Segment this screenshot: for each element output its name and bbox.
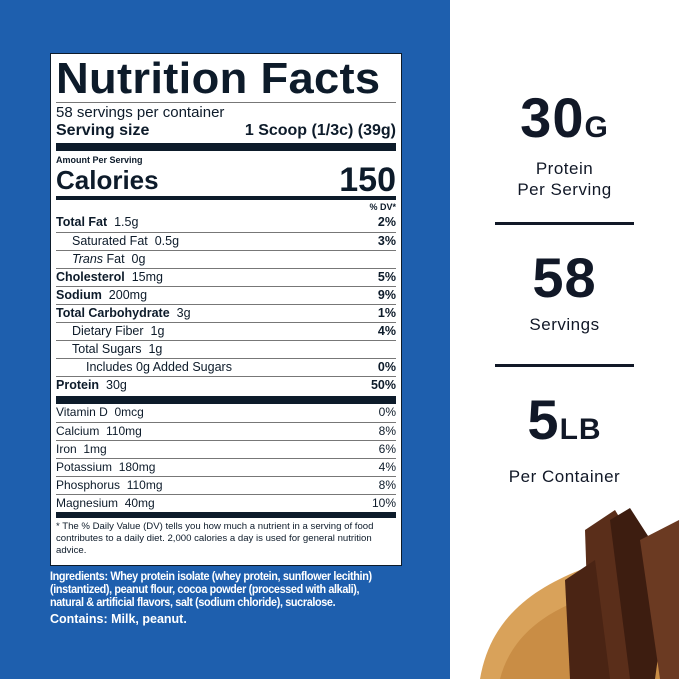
- nutrient-row: Saturated Fat 0.5g 3%: [56, 232, 396, 250]
- nutrient-row: Total Carbohydrate 3g 1%: [56, 304, 396, 322]
- footnote: * The % Daily Value (DV) tells you how m…: [56, 521, 374, 556]
- nutrient-dv: 1%: [377, 306, 396, 320]
- vitamin-row: Phosphorus 110mg 8%: [56, 476, 396, 494]
- stat-unit: LB: [559, 413, 602, 446]
- vitamin-name: Potassium 180mg: [56, 460, 156, 474]
- vitamin-dv: 6%: [378, 442, 396, 456]
- nutrient-name: Protein 30g: [56, 378, 127, 392]
- nutrient-name: Cholesterol 15mg: [56, 270, 163, 284]
- stat-label: Servings: [529, 315, 600, 334]
- nutrient-name: Sodium 200mg: [56, 288, 148, 302]
- stat-label: Per Serving: [517, 180, 612, 199]
- nutrient-name: Saturated Fat 0.5g: [72, 234, 180, 248]
- nutrient-dv: 4%: [377, 324, 396, 338]
- vitamin-row: Iron 1mg 6%: [56, 440, 396, 458]
- vitamin-name: Phosphorus 110mg: [56, 478, 163, 492]
- vitamin-dv: 8%: [378, 478, 396, 492]
- serving-size-label: Serving size: [56, 122, 150, 139]
- vitamin-row: Potassium 180mg 4%: [56, 458, 396, 476]
- vitamin-name: Calcium 110mg: [56, 424, 142, 438]
- nutrient-row: Cholesterol 15mg 5%: [56, 268, 396, 286]
- nutrient-name: Includes 0g Added Sugars: [86, 360, 232, 374]
- nutrient-dv: 3%: [377, 234, 396, 248]
- serving-size-value: 1 Scoop (1/3c) (39g): [244, 122, 396, 139]
- servings-per-container: 58 servings per container: [56, 104, 225, 121]
- nutrient-list: Total Fat 1.5g 2% Saturated Fat 0.5g 3% Tran…: [56, 214, 396, 394]
- divider: [495, 222, 634, 225]
- stat-container: 5LB Per Container: [450, 390, 679, 487]
- nutrient-row: Trans Fat 0g: [56, 250, 396, 268]
- nutrient-dv: 50%: [370, 378, 396, 392]
- vitamin-dv: 10%: [371, 496, 396, 510]
- nutrient-name: Total Carbohydrate 3g: [56, 306, 191, 320]
- calories-value: 150: [339, 161, 396, 199]
- stat-protein: 30G Protein Per Serving: [450, 88, 679, 200]
- nutrient-row: Total Fat 1.5g 2%: [56, 214, 396, 232]
- nutrient-row: Includes 0g Added Sugars 0%: [56, 358, 396, 376]
- vitamin-list: Vitamin D 0mcg 0% Calcium 110mg 8% Iron 1mg 6…: [56, 404, 396, 512]
- nutrient-name: Total Fat 1.5g: [56, 215, 139, 229]
- vitamin-name: Magnesium 40mg: [56, 496, 155, 510]
- vitamin-row: Vitamin D 0mcg 0%: [56, 404, 396, 422]
- divider: [56, 512, 396, 518]
- nutrient-row: Protein 30g 50%: [56, 376, 396, 394]
- ingredients: Ingredients: Whey protein isolate (whey …: [50, 569, 372, 609]
- nutrient-row: Total Sugars 1g: [56, 340, 396, 358]
- vitamin-dv: 0%: [378, 405, 396, 419]
- stat-servings: 58 Servings: [450, 248, 679, 335]
- vitamin-name: Vitamin D 0mcg: [56, 405, 144, 419]
- divider: [56, 396, 396, 404]
- calories-row: Calories 150: [56, 161, 396, 199]
- stat-label: Protein: [535, 159, 594, 178]
- amount-per-serving: Amount Per Serving: [56, 155, 143, 165]
- nutrition-facts-label: Nutrition Facts 58 servings per containe…: [50, 53, 402, 566]
- divider: [495, 364, 634, 367]
- vitamin-dv: 4%: [378, 460, 396, 474]
- nutrient-dv: 9%: [377, 288, 396, 302]
- nutrient-dv: 2%: [377, 215, 396, 229]
- divider: [56, 143, 396, 151]
- nutrient-row: Sodium 200mg 9%: [56, 286, 396, 304]
- nutrient-name: Trans Fat 0g: [72, 252, 146, 266]
- stat-value: 5: [527, 388, 560, 451]
- vitamin-dv: 8%: [378, 424, 396, 438]
- stat-value: 30: [520, 86, 585, 149]
- vitamin-row: Calcium 110mg 8%: [56, 422, 396, 440]
- allergens: Contains: Milk, peanut.: [50, 612, 187, 626]
- nutrient-name: Dietary Fiber 1g: [72, 324, 165, 338]
- nutrient-dv: 5%: [377, 270, 396, 284]
- vitamin-row: Magnesium 40mg 10%: [56, 494, 396, 512]
- stat-label: Per Container: [508, 467, 621, 486]
- nutrient-dv: 0%: [377, 360, 396, 374]
- nutrient-row: Dietary Fiber 1g 4%: [56, 322, 396, 340]
- stat-value: 58: [532, 246, 597, 309]
- stat-unit: G: [584, 111, 609, 144]
- calories-label: Calories: [56, 165, 159, 195]
- divider: [56, 196, 396, 200]
- chocolate-peanut-butter-image: [480, 508, 679, 679]
- dv-header: % DV*: [369, 202, 396, 212]
- serving-size: Serving size 1 Scoop (1/3c) (39g): [56, 121, 396, 140]
- vitamin-name: Iron 1mg: [56, 442, 107, 456]
- label-title: Nutrition Facts: [56, 54, 381, 103]
- nutrient-name: Total Sugars 1g: [72, 342, 163, 356]
